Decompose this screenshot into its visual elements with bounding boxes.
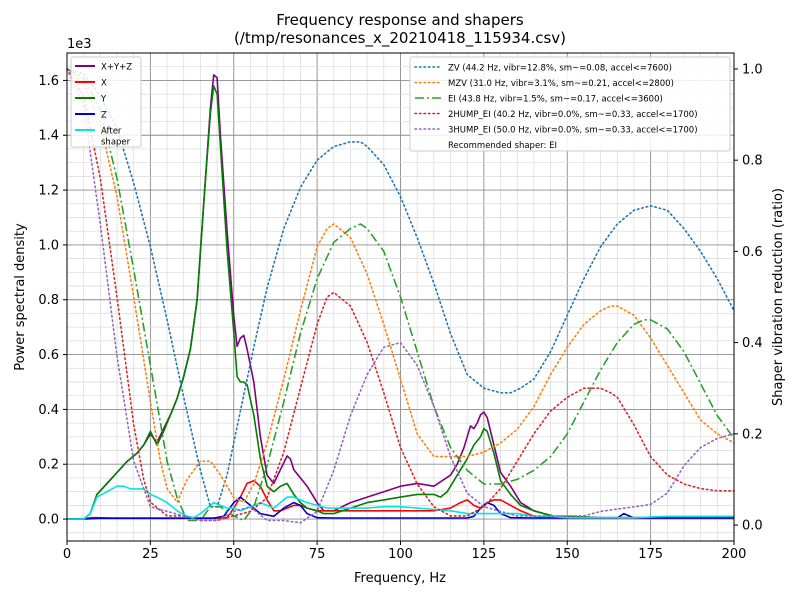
y-tick-label: 1.0 [38,238,59,253]
legend-right-label: EI (43.8 Hz, vibr=1.5%, sm~=0.17, accel<… [448,95,663,105]
legend-right-label: 3HUMP_EI (50.0 Hz, vibr=0.0%, sm~=0.33, … [448,126,698,136]
legend-left-label: shaper [101,138,131,148]
x-axis-label: Frequency, Hz [354,571,446,586]
x-tick-label: 75 [309,547,326,562]
shaper-ei-line [66,68,735,522]
shaper-mzv-line [66,68,735,504]
psd-z-line [67,496,734,520]
legend-left-label: X [101,79,107,89]
legend-right-label: MZV (31.0 Hz, vibr=3.1%, sm~=0.21, accel… [448,79,674,89]
y2-tick-label: 0.6 [742,245,763,260]
legend-right-label: ZV (44.2 Hz, vibr=12.8%, sm~=0.08, accel… [448,64,672,74]
legend-right-box [409,56,731,152]
psd-y-line [67,85,734,520]
x-tick-label: 50 [225,547,242,562]
x-tick-label: 175 [638,547,663,562]
y-tick-label: 1.6 [38,74,59,89]
y-scale-label: 1e3 [67,37,92,52]
x-tick-label: 25 [142,547,159,562]
legend-left-label: After [101,127,122,137]
y-tick-label: 0.8 [38,293,59,308]
x-tick-label: 100 [388,547,413,562]
x-tick-label: 125 [471,547,496,562]
y2-tick-label: 0.2 [742,427,763,442]
legend-right: ZV (44.2 Hz, vibr=12.8%, sm~=0.08, accel… [409,56,731,152]
y-axis-label: Power spectral density [13,223,28,371]
y2-axis-ticks: 0.0 0.2 0.4 0.6 0.8 1.0 [734,62,763,534]
recommended-shaper-note: Recommended shaper: EI [448,141,557,151]
y2-tick-label: 0.4 [742,336,763,351]
y-tick-label: 1.4 [38,129,59,144]
y-tick-label: 0.0 [38,513,59,528]
legend-left-box [70,56,142,148]
x-tick-label: 200 [722,547,747,562]
shaper-2hump-ei-line [66,68,735,522]
shaper-3hump-ei-line [66,68,735,524]
x-tick-label: 150 [555,547,580,562]
legend-left-label: Y [100,95,107,105]
y-tick-label: 1.2 [38,184,59,199]
legend-right-label: 2HUMP_EI (40.2 Hz, vibr=0.0%, sm~=0.33, … [448,110,698,120]
y2-tick-label: 0.8 [742,154,763,169]
legend-left-label: Z [101,111,107,121]
y2-tick-label: 0.0 [742,519,763,534]
shaper-zv-line [66,68,735,508]
x-axis-ticks: 0 25 50 75 100 125 150 175 200 [63,541,747,562]
legend-left-label: X+Y+Z [101,63,132,73]
y-axis-ticks: 0.0 0.2 0.4 0.6 0.8 1.0 1.2 1.4 1.6 [38,74,67,528]
y-tick-label: 0.4 [38,403,59,418]
y-tick-label: 0.6 [38,348,59,363]
x-tick-label: 0 [63,547,71,562]
y-tick-label: 0.2 [38,458,59,473]
y2-axis-label: Shaper vibration reduction (ratio) [771,188,786,406]
chart-title: Frequency response and shapers [276,11,524,29]
chart-subtitle: (/tmp/resonances_x_20210418_115934.csv) [234,29,566,48]
y2-tick-label: 1.0 [742,62,763,77]
shaper-lines [66,68,735,524]
